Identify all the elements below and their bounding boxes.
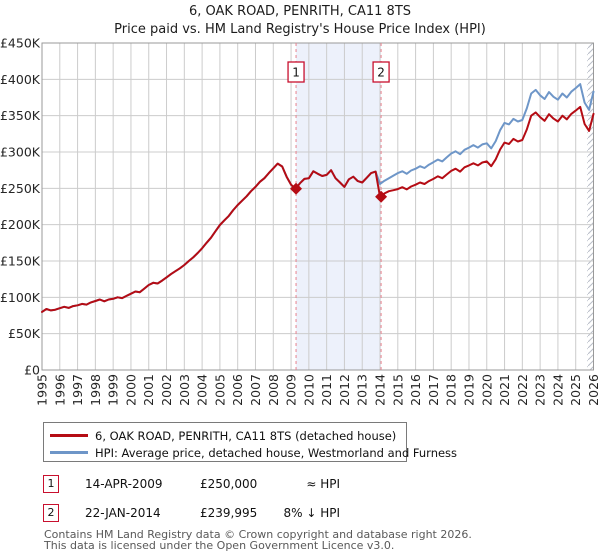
legend-item-property: 6, OAK ROAD, PENRITH, CA11 8TS (detached… [44, 426, 406, 445]
legend-label: HPI: Average price, detached house, West… [95, 446, 458, 460]
y-axis-tick-label: £250K [0, 181, 41, 196]
y-axis-tick-label: £400K [0, 72, 41, 87]
page-title: 6, OAK ROAD, PENRITH, CA11 8TS [188, 4, 412, 19]
x-axis-tick-label: 2008 [266, 374, 281, 406]
sale-2-date: 22-JAN-2014 [85, 506, 161, 520]
red-line-sample [50, 434, 88, 437]
x-axis-tick-label: 2015 [390, 374, 405, 406]
y-axis-tick-label: £450K [0, 36, 41, 51]
y-axis-tick-label: £150K [0, 254, 41, 269]
x-axis-tick-label: 2014 [373, 374, 388, 406]
x-axis-tick-label: 2021 [497, 374, 512, 406]
future-hatch-region [587, 43, 594, 370]
x-axis-tick-label: 2016 [408, 374, 423, 406]
x-axis-tick-label: 2006 [230, 374, 245, 406]
y-axis-tick-label: £100K [0, 290, 41, 305]
x-axis-tick-label: 2026 [586, 374, 600, 406]
x-axis-tick-label: 2003 [177, 374, 192, 406]
sale-number-text: 1 [292, 66, 300, 80]
x-axis-tick-label: 2002 [159, 374, 174, 406]
sale-number-badge [372, 61, 390, 83]
x-axis-tick-label: 2022 [515, 374, 530, 406]
sale-number-text: 2 [377, 66, 385, 80]
between-sales-shading [296, 43, 382, 370]
copyright-line: Contains HM Land Registry data © Crown c… [44, 528, 472, 541]
sale-number-badge [287, 61, 305, 83]
plot-border [41, 42, 594, 371]
x-axis-tick-label: 2024 [550, 374, 565, 406]
y-axis-tick-label: £300K [0, 145, 41, 160]
sale-annotation-row-1: 1 14-APR-2009 £250,000 ≈ HPI [0, 475, 600, 495]
x-axis-tick-label: 2009 [284, 374, 299, 406]
y-axis-tick-label: £0 [24, 363, 40, 378]
x-axis-tick-label: 2018 [444, 374, 459, 406]
x-axis-tick-label: 2011 [319, 374, 334, 406]
page-subtitle: Price paid vs. HM Land Registry's House … [114, 22, 486, 37]
y-axis-tick-label: £50K [8, 326, 41, 341]
x-axis-tick-label: 2004 [195, 374, 210, 406]
sale-1-date: 14-APR-2009 [85, 477, 163, 491]
x-axis-tick-label: 2001 [141, 374, 156, 406]
x-axis-tick-label: 2019 [461, 374, 476, 406]
x-axis-tick-label: 2005 [212, 374, 227, 406]
price-history-chart: 1995 1996 1997 1998 1999 2000 2001 2002 2003 2004… [0, 36, 600, 406]
x-axis-tick-label: 2012 [337, 374, 352, 406]
x-axis-tick-label: 2020 [479, 374, 494, 406]
x-axis-tick-label: 2025 [568, 374, 583, 406]
x-axis-tick-label: 1996 [52, 374, 67, 406]
x-axis-tick-label: 2017 [426, 374, 441, 406]
x-axis-tick-label: 1999 [106, 374, 121, 406]
x-axis-tick-label: 1997 [70, 374, 85, 406]
y-axis-tick-label: £350K [0, 108, 41, 123]
sale-1-badge: 1 [43, 475, 59, 493]
sale-2-price: £239,995 [200, 506, 258, 520]
blue-line-sample [50, 451, 88, 454]
x-axis-tick-label: 1995 [35, 374, 50, 406]
legend-item-hpi: HPI: Average price, detached house, West… [44, 443, 457, 462]
x-axis-tick-label: 2023 [533, 374, 548, 406]
sale-point-diamond [290, 182, 303, 195]
x-axis-tick-label: 2010 [301, 374, 316, 406]
x-axis-tick-label: 2013 [355, 374, 370, 406]
property-price-line [41, 105, 595, 313]
sale-annotation-row-2: 2 22-JAN-2014 £239,995 8% ↓ HPI [0, 504, 600, 524]
chart-legend: 6, OAK ROAD, PENRITH, CA11 8TS (detached… [43, 422, 457, 462]
x-axis-tick-label: 2000 [123, 374, 138, 406]
licence-line: This data is licensed under the Open Gov… [44, 539, 395, 552]
sale-1-price: £250,000 [200, 477, 258, 491]
legend-label: 6, OAK ROAD, PENRITH, CA11 8TS (detached… [95, 429, 397, 443]
sale-2-hpi-comparison: 8% ↓ HPI [283, 506, 340, 520]
y-axis-tick-label: £200K [0, 217, 41, 232]
x-axis-tick-label: 2007 [248, 374, 263, 406]
x-axis-tick-label: 1998 [88, 374, 103, 406]
sale-1-hpi-comparison: ≈ HPI [306, 477, 340, 491]
sale-2-badge: 2 [43, 504, 59, 522]
sale-point-diamond [375, 190, 388, 203]
